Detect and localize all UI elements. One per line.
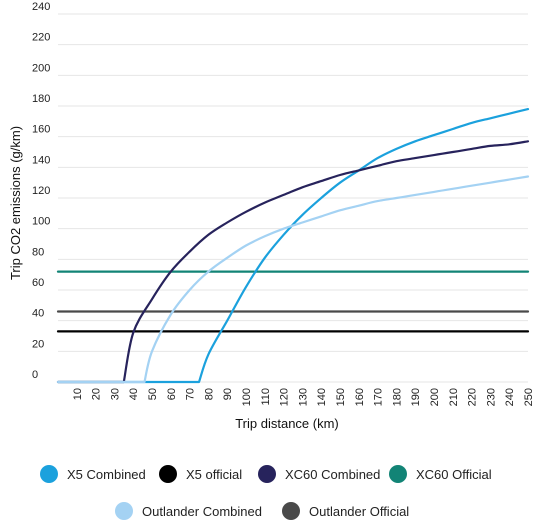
y-tick-label: 240 bbox=[32, 1, 50, 13]
x-tick-label: 120 bbox=[279, 388, 291, 406]
y-tick-label: 180 bbox=[32, 93, 50, 105]
y-tick-label: 0 bbox=[32, 369, 38, 381]
y-tick-label: 20 bbox=[32, 338, 44, 350]
x-tick-label: 170 bbox=[373, 388, 385, 406]
x-tick-label: 100 bbox=[241, 388, 253, 406]
x-tick-label: 210 bbox=[448, 388, 460, 406]
legend-item-xc60-official: XC60 Official bbox=[389, 465, 492, 483]
x-tick-label: 10 bbox=[72, 388, 84, 400]
legend-swatch-outlander-combined bbox=[115, 502, 133, 520]
y-tick-label: 80 bbox=[32, 246, 44, 258]
y-tick-label: 120 bbox=[32, 185, 50, 197]
y-tick-label: 220 bbox=[32, 32, 50, 44]
series-line-xc60-combined bbox=[56, 140, 530, 384]
x-tick-label: 70 bbox=[185, 388, 197, 400]
x-tick-label: 200 bbox=[429, 388, 441, 406]
y-tick-label: 60 bbox=[32, 277, 44, 289]
x-tick-label: 160 bbox=[354, 388, 366, 406]
legend-item-outlander-official: Outlander Official bbox=[282, 502, 409, 520]
series-line-outlander-combined bbox=[56, 175, 530, 384]
legend-swatch-xc60-official bbox=[389, 465, 407, 483]
x-tick-label: 20 bbox=[91, 388, 103, 400]
x-tick-label: 110 bbox=[260, 388, 272, 406]
x-tick-label: 180 bbox=[391, 388, 403, 406]
x-tick-label: 140 bbox=[316, 388, 328, 406]
legend-item-x5-combined: X5 Combined bbox=[40, 465, 146, 483]
legend-item-x5-official: X5 official bbox=[159, 465, 242, 483]
legend-label-outlander-combined: Outlander Combined bbox=[142, 503, 262, 519]
x-tick-label: 60 bbox=[166, 388, 178, 400]
legend-label-xc60-official: XC60 Official bbox=[416, 466, 492, 482]
y-tick-label: 100 bbox=[32, 216, 50, 228]
legend-label-x5-combined: X5 Combined bbox=[67, 466, 146, 482]
x-tick-label: 130 bbox=[297, 388, 309, 406]
x-axis-label: Trip distance (km) bbox=[235, 416, 339, 431]
x-tick-label: 50 bbox=[147, 388, 159, 400]
x-tick-label: 220 bbox=[467, 388, 479, 406]
x-tick-label: 150 bbox=[335, 388, 347, 406]
legend-label-x5-official: X5 official bbox=[186, 466, 243, 482]
y-tick-label: 40 bbox=[32, 308, 44, 320]
y-tick-label: 200 bbox=[32, 62, 50, 74]
x-tick-label: 230 bbox=[485, 388, 497, 406]
x-tick-label: 40 bbox=[128, 388, 140, 400]
x-tick-label: 240 bbox=[504, 388, 516, 406]
legend-swatch-xc60-combined bbox=[258, 465, 276, 483]
x-tick-label: 30 bbox=[109, 388, 121, 400]
legend-swatch-outlander-official bbox=[282, 502, 300, 520]
x-tick-label: 90 bbox=[222, 388, 234, 400]
x-tick-label: 80 bbox=[203, 388, 215, 400]
series-line-x5-combined bbox=[56, 108, 530, 384]
x-tick-label: 250 bbox=[523, 388, 533, 406]
legend-swatch-x5-combined bbox=[40, 465, 58, 483]
legend-item-outlander-combined: Outlander Combined bbox=[115, 502, 262, 520]
x-tick-label: 190 bbox=[410, 388, 422, 406]
legend-item-xc60-combined: XC60 Combined bbox=[258, 465, 380, 483]
legend-label-outlander-official: Outlander Official bbox=[309, 503, 410, 519]
y-tick-label: 160 bbox=[32, 124, 50, 136]
y-axis-label: Trip CO2 emissions (g/km) bbox=[8, 126, 23, 280]
legend-label-xc60-combined: XC60 Combined bbox=[285, 466, 381, 482]
y-tick-label: 140 bbox=[32, 154, 50, 166]
legend-swatch-x5-official bbox=[159, 465, 177, 483]
